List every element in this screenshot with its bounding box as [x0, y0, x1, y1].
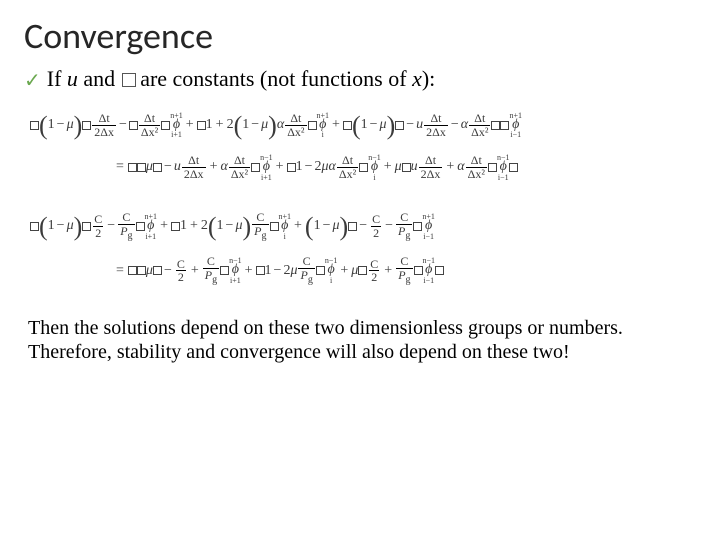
premise-bullet: ✓ If u and are constants (not functions …	[24, 66, 696, 92]
conclusion-text: Then the solutions depend on these two d…	[24, 316, 696, 365]
eq2-lhs: (1−μ) C2 − CPg n+1ϕi+1 + 1+2(1−μ) CPg n+…	[30, 211, 690, 241]
eq1-rhs: = μ −u Δt2Δx +α ΔtΔx² n−1ϕi+1 + 1−2μα Δt…	[30, 154, 690, 181]
check-icon: ✓	[24, 68, 41, 93]
equation-region: (1−μ) Δt2Δx − ΔtΔx² n+1ϕi+1 + 1+2(1−μ)α …	[30, 110, 690, 286]
placeholder-box-icon	[122, 73, 136, 87]
equation-block-1: (1−μ) Δt2Δx − ΔtΔx² n+1ϕi+1 + 1+2(1−μ)α …	[30, 110, 690, 181]
premise-text: If u and are constants (not functions of…	[47, 66, 436, 92]
eq1-lhs: (1−μ) Δt2Δx − ΔtΔx² n+1ϕi+1 + 1+2(1−μ)α …	[30, 110, 690, 140]
page-title: Convergence	[24, 14, 696, 58]
equation-block-2: (1−μ) C2 − CPg n+1ϕi+1 + 1+2(1−μ) CPg n+…	[30, 211, 690, 286]
eq2-rhs: = μ − C2 + CPg n−1ϕi+1 + 1−2μ CPg n−1ϕi …	[30, 255, 690, 285]
